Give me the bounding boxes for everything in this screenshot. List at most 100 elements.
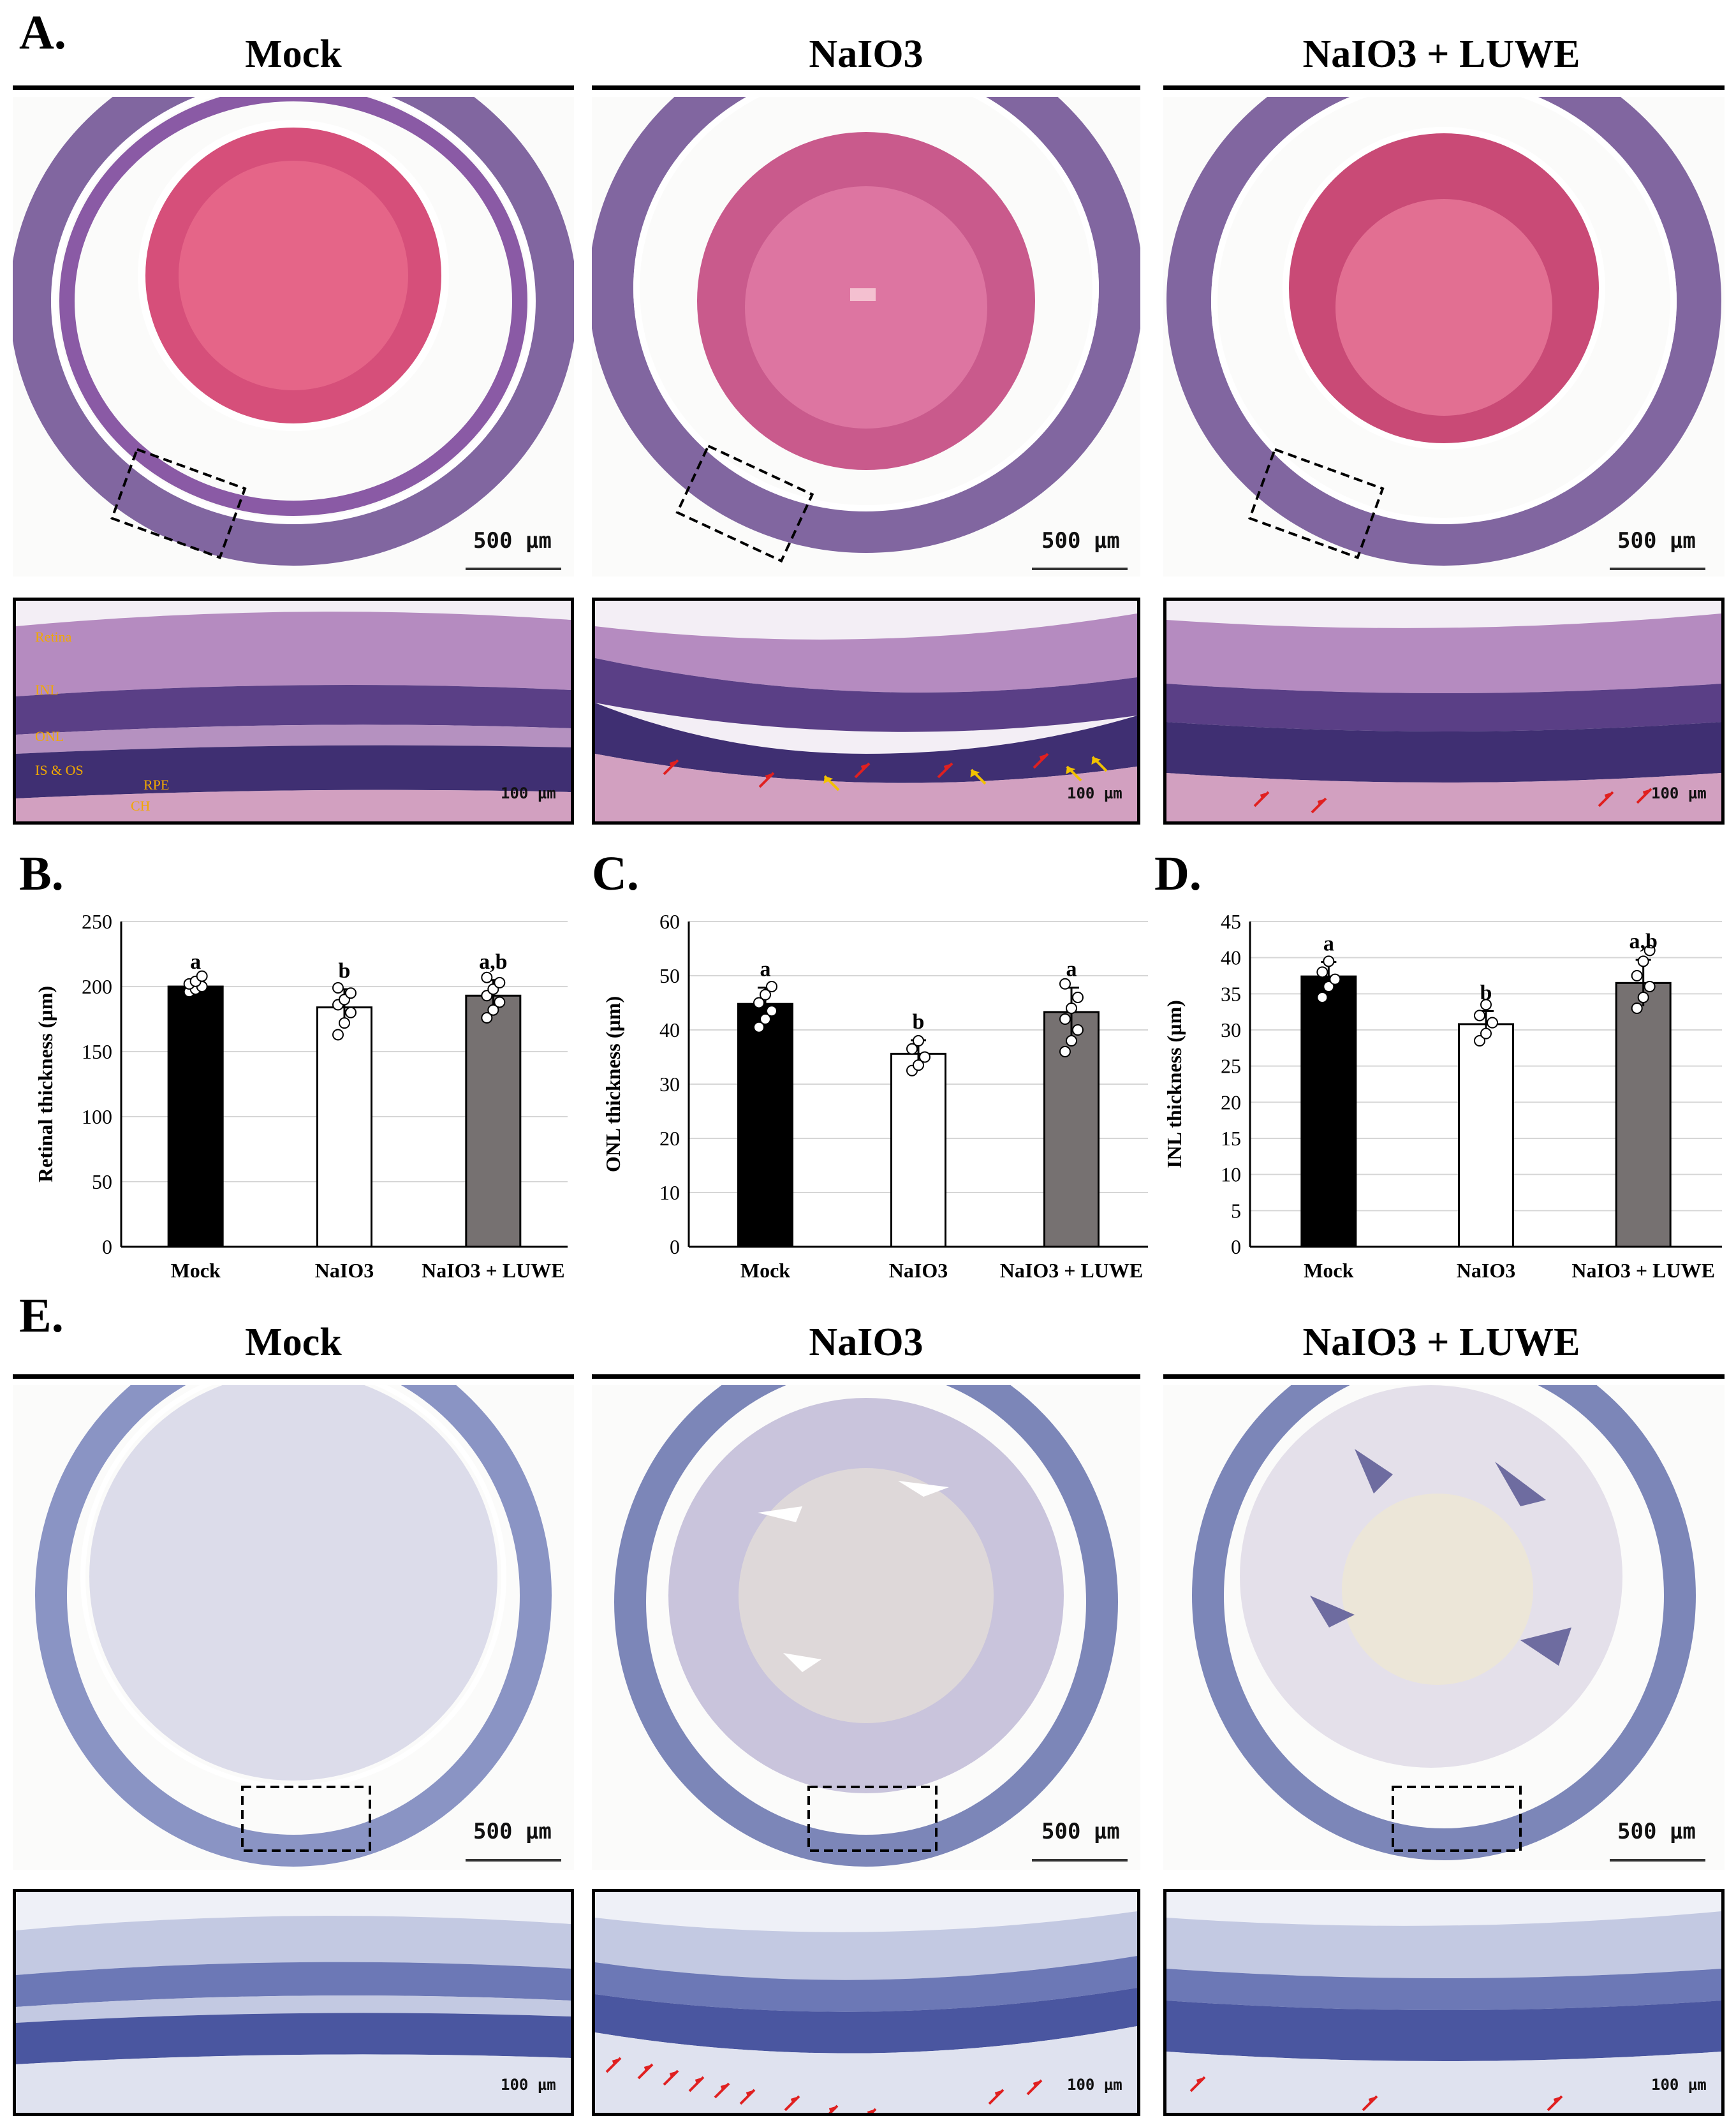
scale-bar-label: 500 µm xyxy=(473,528,552,554)
layer-label-retina: Retina xyxy=(35,629,72,645)
y-tick-label: 0 xyxy=(102,1235,112,1258)
ihc-retina-zoom-naio3: 100 µm xyxy=(592,1889,1140,2116)
bar xyxy=(890,1052,946,1248)
data-point xyxy=(1066,1035,1077,1047)
panel-e-letter: E. xyxy=(19,1289,64,1342)
data-point xyxy=(1072,992,1084,1003)
arrow-icon xyxy=(1033,753,1049,769)
data-point xyxy=(1480,1027,1492,1039)
x-tick-label: Mock xyxy=(171,1259,221,1282)
y-tick-label: 0 xyxy=(1231,1235,1241,1258)
bar xyxy=(737,1003,793,1248)
y-tick-label: 60 xyxy=(659,910,680,933)
scale-bar-label: 100 µm xyxy=(1651,784,1707,802)
panel-e-title-naio3: NaIO3 xyxy=(809,1321,923,1364)
data-point xyxy=(332,982,344,994)
arrow-icon xyxy=(714,2082,730,2099)
data-point xyxy=(345,1006,357,1018)
significance-letter: b xyxy=(339,959,351,983)
significance-letter: a xyxy=(1066,958,1077,981)
layer-labels: Retina INL ONL IS & OS RPE CH xyxy=(35,626,169,816)
scale-bar-label: 100 µm xyxy=(501,2076,556,2094)
ihc-retina-zoom-luwe: 100 µm xyxy=(1163,1889,1725,2116)
data-point xyxy=(906,1043,918,1055)
panel-a-rule-mock xyxy=(13,85,574,90)
significance-letter: b xyxy=(913,1010,925,1034)
scale-bar-label: 100 µm xyxy=(501,784,556,802)
ihc-eye-overview-luwe: 500 µm xyxy=(1163,1385,1725,1870)
y-tick-label: 40 xyxy=(659,1018,680,1041)
he-retina-zoom-mock: Retina INL ONL IS & OS RPE CH 100 µm xyxy=(13,598,574,825)
arrow-icon xyxy=(854,762,871,779)
chart-d: D. 0 5 10 15 20 25 30 35 40 45 INL thickness (µm) a M… xyxy=(1154,847,1722,1282)
data-point xyxy=(494,976,506,988)
scale-bar-label: 100 µm xyxy=(1067,784,1122,802)
panel-e-rule-naio3 xyxy=(592,1374,1140,1379)
data-point xyxy=(1474,1010,1485,1022)
panel-e-title-mock: Mock xyxy=(245,1321,342,1364)
panel-a-rule-luwe xyxy=(1163,85,1725,90)
data-point xyxy=(481,1011,493,1024)
significance-letter: a xyxy=(190,950,201,974)
arrow-icon xyxy=(823,775,840,791)
panel-a-title-mock: Mock xyxy=(245,33,342,76)
arrow-icon xyxy=(758,772,775,788)
data-point xyxy=(1631,1003,1643,1014)
data-point xyxy=(487,1004,499,1016)
arrow-icon xyxy=(1362,2095,1378,2112)
panel-a-letter: A. xyxy=(19,6,66,59)
he-retina-zoom-naio3: 100 µm xyxy=(592,598,1140,825)
y-tick-label: 20 xyxy=(659,1127,680,1150)
significance-letter: a xyxy=(760,958,771,981)
panel-a-title-naio3: NaIO3 xyxy=(585,32,1147,77)
panel-e-title-luwe: NaIO3 + LUWE xyxy=(1302,1321,1580,1364)
scale-bar-label: 100 µm xyxy=(1651,2076,1707,2094)
he-eye-overview-luwe: 500 µm xyxy=(1163,97,1725,577)
data-point xyxy=(1637,955,1649,967)
bar xyxy=(1458,1023,1514,1248)
arrow-icon xyxy=(605,2057,622,2073)
data-point xyxy=(1329,973,1341,985)
arrow-icon xyxy=(828,2105,839,2113)
chart-letter: D. xyxy=(1154,847,1202,900)
arrow-icon xyxy=(988,2089,1004,2105)
significance-letter: a,b xyxy=(1629,930,1657,953)
panel-e-rule-luwe xyxy=(1163,1374,1725,1379)
arrow-icon xyxy=(663,2069,679,2086)
data-point xyxy=(494,996,506,1008)
scale-bar-label: 500 µm xyxy=(1041,1819,1120,1844)
data-point xyxy=(913,1035,924,1047)
x-tick-label: NaIO3 xyxy=(315,1259,374,1282)
zoom-region-marker xyxy=(1392,1786,1522,1852)
data-point xyxy=(1066,1003,1077,1014)
arrow-icon xyxy=(637,2063,654,2080)
y-tick-label: 50 xyxy=(92,1170,112,1193)
panel-e-rule-mock xyxy=(13,1374,574,1379)
chart-letter: B. xyxy=(19,847,64,900)
zoom-region-marker xyxy=(807,1786,938,1852)
significance-letter: a xyxy=(1323,932,1334,955)
y-axis-label: INL thickness (µm) xyxy=(1163,1000,1186,1168)
data-point xyxy=(766,981,777,992)
data-point xyxy=(1059,1046,1071,1057)
zoom-region-marker xyxy=(241,1786,371,1852)
ihc-eye-overview-mock: 500 µm xyxy=(13,1385,574,1870)
y-tick-label: 0 xyxy=(670,1235,680,1258)
arrow-icon xyxy=(739,2089,756,2105)
arrow-icon xyxy=(1253,791,1270,807)
data-point xyxy=(1316,992,1328,1003)
y-tick-label: 15 xyxy=(1221,1127,1241,1150)
data-point xyxy=(766,1005,777,1017)
y-tick-label: 50 xyxy=(659,964,680,987)
y-axis-label: ONL thickness (µm) xyxy=(601,996,624,1172)
he-eye-overview-mock: 500 µm xyxy=(13,97,574,577)
zoom-region-marker xyxy=(110,448,247,559)
bar xyxy=(316,1006,372,1248)
data-point xyxy=(1474,1035,1485,1047)
y-axis-label: Retinal thickness (µm) xyxy=(34,986,57,1182)
y-tick-label: 150 xyxy=(82,1040,112,1063)
bar xyxy=(1300,975,1357,1248)
arrow-icon xyxy=(937,762,953,779)
significance-letter: b xyxy=(1480,981,1492,1005)
data-point xyxy=(196,970,208,982)
